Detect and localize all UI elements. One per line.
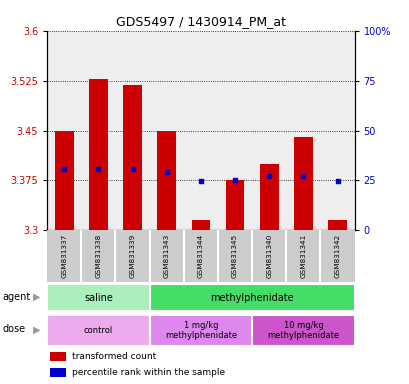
Text: GSM831338: GSM831338 [95, 234, 101, 278]
Bar [47, 284, 149, 311]
Bar [149, 31, 183, 230]
Bar [50, 351, 65, 361]
Text: GSM831343: GSM831343 [163, 234, 169, 278]
Text: saline: saline [84, 293, 112, 303]
Point [197, 178, 204, 184]
Text: GSM831339: GSM831339 [129, 234, 135, 278]
Bar [89, 79, 108, 230]
Bar [149, 315, 252, 346]
Bar [252, 315, 354, 346]
Text: GSM831342: GSM831342 [334, 234, 340, 278]
Text: control: control [83, 326, 113, 335]
Bar [293, 137, 312, 230]
Bar [81, 31, 115, 230]
Bar [252, 31, 285, 230]
Text: GSM831341: GSM831341 [300, 234, 306, 278]
Bar [191, 220, 210, 230]
Text: GSM831345: GSM831345 [231, 234, 238, 278]
Text: percentile rank within the sample: percentile rank within the sample [72, 368, 224, 377]
Point [129, 166, 135, 172]
Text: 1 mg/kg
methylphenidate: 1 mg/kg methylphenidate [164, 321, 236, 340]
Bar [115, 31, 149, 230]
Bar [218, 31, 252, 230]
Bar [259, 164, 278, 230]
Text: transformed count: transformed count [72, 352, 155, 361]
Point [61, 166, 67, 172]
Bar [183, 31, 218, 230]
Bar [327, 220, 346, 230]
Point [299, 173, 306, 179]
Bar [123, 85, 142, 230]
Title: GDS5497 / 1430914_PM_at: GDS5497 / 1430914_PM_at [116, 15, 285, 28]
Bar [149, 284, 354, 311]
Text: GSM831344: GSM831344 [198, 234, 203, 278]
Text: ▶: ▶ [33, 324, 40, 334]
Text: GSM831337: GSM831337 [61, 234, 67, 278]
Bar [157, 131, 176, 230]
Point [231, 177, 238, 183]
Bar [225, 180, 244, 230]
Point [163, 169, 170, 175]
Point [333, 178, 340, 184]
Point [95, 166, 101, 172]
Text: agent: agent [2, 292, 30, 302]
Bar [285, 31, 320, 230]
Text: methylphenidate: methylphenidate [210, 293, 293, 303]
Point [265, 173, 272, 179]
Bar [55, 131, 74, 230]
Bar [47, 31, 81, 230]
Text: GSM831340: GSM831340 [265, 234, 272, 278]
Bar [50, 367, 65, 377]
Text: 10 mg/kg
methylphenidate: 10 mg/kg methylphenidate [267, 321, 339, 340]
Bar [47, 315, 149, 346]
Text: dose: dose [2, 324, 25, 334]
Bar [320, 31, 354, 230]
Text: ▶: ▶ [33, 292, 40, 302]
